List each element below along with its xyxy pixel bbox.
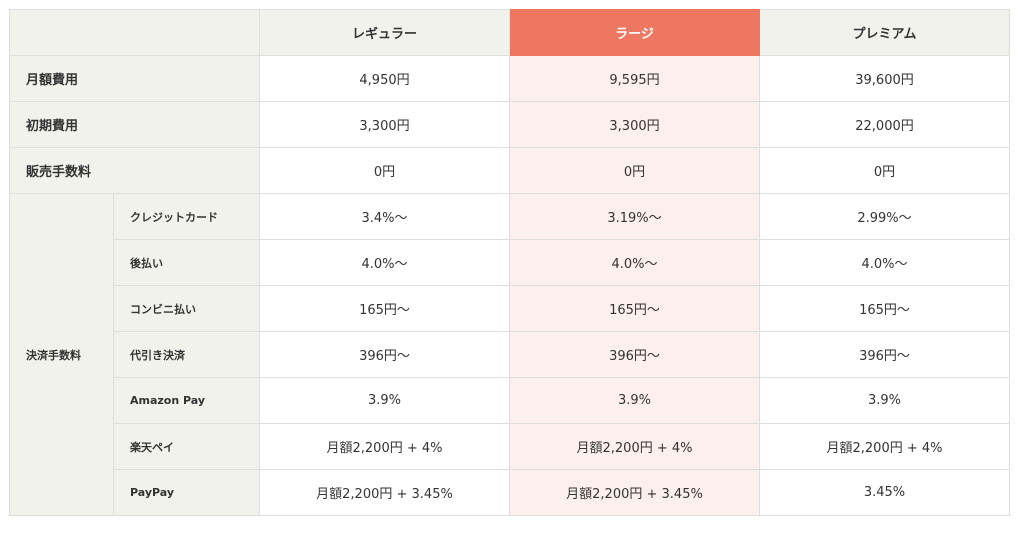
sub-row-label: 代引き決済	[113, 331, 260, 378]
value-cell: 396円〜	[259, 331, 510, 378]
value-cell: 0円	[259, 147, 510, 194]
value-cell: 4.0%〜	[509, 239, 760, 286]
table-row-convenience-store: コンビニ払い 165円〜 165円〜 165円〜	[10, 285, 1010, 332]
value-cell: 3.4%〜	[259, 193, 510, 240]
value-cell: 月額2,200円 + 4%	[259, 423, 510, 470]
table-row-rakuten-pay: 楽天ペイ 月額2,200円 + 4% 月額2,200円 + 4% 月額2,200…	[10, 423, 1010, 470]
row-label: 初期費用	[9, 101, 260, 148]
plan-header-large: ラージ	[509, 9, 760, 56]
table-row-paypay: PayPay 月額2,200円 + 3.45% 月額2,200円 + 3.45%…	[10, 469, 1010, 516]
value-cell: 月額2,200円 + 3.45%	[259, 469, 510, 516]
value-cell: 月額2,200円 + 3.45%	[509, 469, 760, 516]
value-cell: 396円〜	[759, 331, 1010, 378]
sub-row-label: コンビニ払い	[113, 285, 260, 332]
value-cell: 月額2,200円 + 4%	[509, 423, 760, 470]
value-cell: 4.0%〜	[759, 239, 1010, 286]
value-cell: 165円〜	[509, 285, 760, 332]
payment-fee-group-label: 決済手数料	[9, 193, 114, 516]
value-cell: 月額2,200円 + 4%	[759, 423, 1010, 470]
pricing-table: レギュラー ラージ プレミアム 月額費用 4,950円 9,595円 39,60…	[9, 9, 1010, 516]
value-cell: 0円	[509, 147, 760, 194]
sub-row-label: クレジットカード	[113, 193, 260, 240]
table-row-monthly-fee: 月額費用 4,950円 9,595円 39,600円	[9, 55, 1010, 102]
value-cell: 4.0%〜	[259, 239, 510, 286]
table-row-sales-fee: 販売手数料 0円 0円 0円	[9, 147, 1010, 194]
value-cell: 3.9%	[759, 377, 1010, 424]
header-corner	[9, 9, 260, 56]
plan-header-regular: レギュラー	[259, 9, 510, 56]
row-label: 販売手数料	[9, 147, 260, 194]
value-cell: 4,950円	[259, 55, 510, 102]
table-row-cash-on-delivery: 代引き決済 396円〜 396円〜 396円〜	[10, 331, 1010, 378]
table-row-credit-card: 決済手数料 クレジットカード 3.4%〜 3.19%〜 2.99%〜	[9, 193, 1010, 516]
table-row-deferred: 後払い 4.0%〜 4.0%〜 4.0%〜	[10, 239, 1010, 286]
sub-row-label: 後払い	[113, 239, 260, 286]
value-cell: 22,000円	[759, 101, 1010, 148]
row-label: 月額費用	[9, 55, 260, 102]
sub-row-label: Amazon Pay	[113, 377, 260, 424]
value-cell: 2.99%〜	[759, 193, 1010, 240]
value-cell: 3,300円	[509, 101, 760, 148]
value-cell: 3.9%	[259, 377, 510, 424]
value-cell: 165円〜	[259, 285, 510, 332]
value-cell: 3.19%〜	[509, 193, 760, 240]
table-row-amazon-pay: Amazon Pay 3.9% 3.9% 3.9%	[10, 377, 1010, 424]
value-cell: 3.9%	[509, 377, 760, 424]
value-cell: 9,595円	[509, 55, 760, 102]
sub-row-label: PayPay	[113, 469, 260, 516]
plan-header-row: レギュラー ラージ プレミアム	[9, 9, 1010, 56]
value-cell: 3.45%	[759, 469, 1010, 516]
value-cell: 396円〜	[509, 331, 760, 378]
value-cell: 3,300円	[259, 101, 510, 148]
plan-header-premium: プレミアム	[759, 9, 1010, 56]
sub-row-label: 楽天ペイ	[113, 423, 260, 470]
value-cell: 39,600円	[759, 55, 1010, 102]
value-cell: 165円〜	[759, 285, 1010, 332]
value-cell: 0円	[759, 147, 1010, 194]
table-row-initial-fee: 初期費用 3,300円 3,300円 22,000円	[9, 101, 1010, 148]
